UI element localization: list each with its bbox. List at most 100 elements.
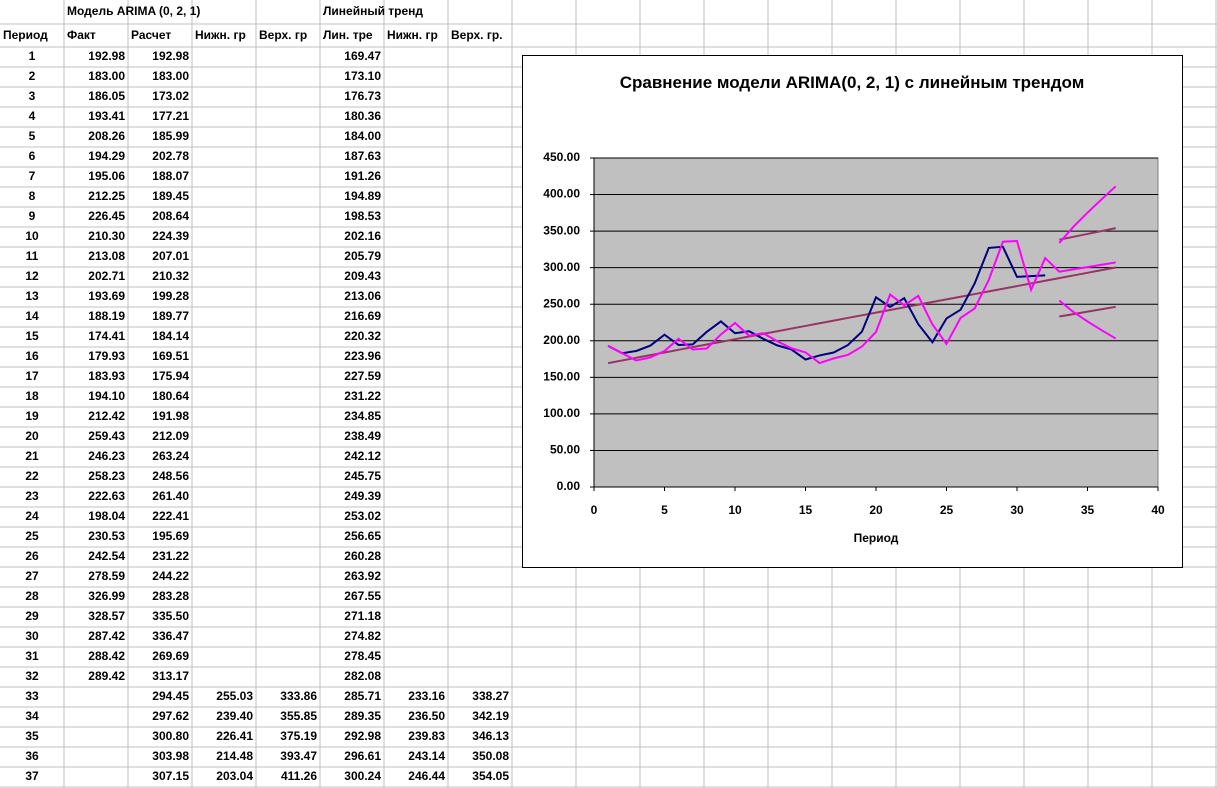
period-cell: 24 [25,509,39,523]
value-cell: 179.93 [88,349,125,363]
value-cell: 169.51 [152,349,189,363]
period-cell: 17 [25,369,39,383]
value-cell: 213.06 [344,289,381,303]
value-cell: 202.71 [88,269,125,283]
period-cell: 30 [25,629,39,643]
value-cell: 223.96 [344,349,381,363]
period-cell: 1 [29,49,36,63]
period-cell: 15 [25,329,39,343]
period-cell: 36 [25,749,39,763]
value-cell: 297.62 [152,709,189,723]
value-cell: 231.22 [152,549,189,563]
period-cell: 13 [25,289,39,303]
value-cell: 194.10 [88,389,125,403]
value-cell: 169.47 [344,49,381,63]
value-cell: 191.26 [344,169,381,183]
value-cell: 307.15 [152,769,189,783]
period-cell: 26 [25,549,39,563]
period-cell: 25 [25,529,39,543]
value-cell: 282.08 [344,669,381,683]
x-tick-label: 30 [1010,503,1024,517]
value-cell: 180.64 [152,389,189,403]
series-line [607,239,1116,365]
period-cell: 3 [29,89,36,103]
value-cell: 175.94 [152,369,189,383]
value-cell: 207.01 [152,249,189,263]
x-tick-label: 25 [940,503,954,517]
period-cell: 12 [25,269,39,283]
value-cell: 199.28 [152,289,189,303]
value-cell: 194.29 [88,149,125,163]
value-cell: 263.92 [344,569,381,583]
value-cell: 246.23 [88,449,125,463]
chart-title: Сравнение модели ARIMA(0, 2, 1) с линейн… [619,73,1085,92]
value-cell: 289.42 [88,669,125,683]
value-cell: 210.32 [152,269,189,283]
value-cell: 177.21 [152,109,189,123]
period-cell: 2 [29,69,36,83]
plot-area [593,157,1159,488]
y-tick-label: 300.00 [543,260,580,274]
value-cell: 209.43 [344,269,381,283]
value-cell: 234.85 [344,409,381,423]
y-tick-label: 450.00 [543,150,580,164]
value-cell: 271.18 [344,609,381,623]
value-cell: 227.59 [344,369,381,383]
period-cell: 27 [25,569,39,583]
value-cell: 202.78 [152,149,189,163]
value-cell: 202.16 [344,229,381,243]
period-cell: 8 [29,189,36,203]
period-cell: 33 [25,689,39,703]
x-tick-label: 5 [661,503,668,517]
period-cell: 6 [29,149,36,163]
value-cell: 292.98 [344,729,381,743]
value-cell: 274.82 [344,629,381,643]
value-cell: 213.08 [88,249,125,263]
value-cell: 214.48 [216,749,253,763]
value-cell: 260.28 [344,549,381,563]
group-header: Модель ARIMA (0, 2, 1) [67,4,200,18]
value-cell: 194.89 [344,189,381,203]
y-tick-label: 0.00 [557,479,581,493]
value-cell: 180.36 [344,109,381,123]
period-cell: 21 [25,449,39,463]
series-line [1058,185,1117,244]
value-cell: 269.69 [152,649,189,663]
value-cell: 176.73 [344,89,381,103]
column-header: Лин. тре [323,28,373,42]
value-cell: 236.50 [408,709,445,723]
x-axis-label: Период [854,531,899,545]
value-cell: 189.77 [152,309,189,323]
value-cell: 173.10 [344,69,381,83]
value-cell: 198.04 [88,509,125,523]
value-cell: 242.54 [88,549,125,563]
value-cell: 243.14 [408,749,445,763]
value-cell: 192.98 [88,49,125,63]
value-cell: 244.22 [152,569,189,583]
value-cell: 205.79 [344,249,381,263]
value-cell: 222.41 [152,509,189,523]
value-cell: 333.86 [280,689,317,703]
period-cell: 19 [25,409,39,423]
value-cell: 287.42 [88,629,125,643]
value-cell: 288.42 [88,649,125,663]
group-header: Линейный тренд [323,4,423,18]
period-cell: 4 [29,109,36,123]
period-cell: 32 [25,669,39,683]
period-cell: 37 [25,769,39,783]
value-cell: 335.50 [152,609,189,623]
x-tick-label: 35 [1081,503,1095,517]
period-cell: 34 [25,709,39,723]
value-cell: 328.57 [88,609,125,623]
value-cell: 203.04 [216,769,253,783]
value-cell: 220.32 [344,329,381,343]
value-cell: 174.41 [88,329,125,343]
value-cell: 192.98 [152,49,189,63]
period-cell: 9 [29,209,36,223]
value-cell: 230.53 [88,529,125,543]
value-cell: 354.05 [472,769,509,783]
value-cell: 231.22 [344,389,381,403]
value-cell: 187.63 [344,149,381,163]
value-cell: 189.45 [152,189,189,203]
value-cell: 336.47 [152,629,189,643]
